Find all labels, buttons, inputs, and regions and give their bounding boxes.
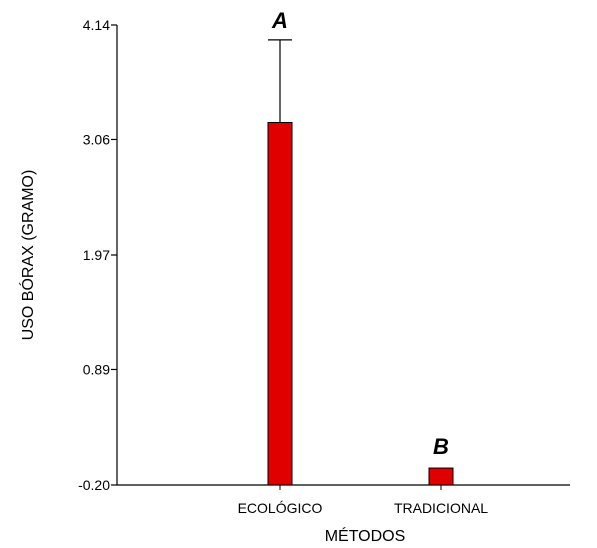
significance-letter: B — [433, 434, 449, 459]
bars — [267, 122, 454, 486]
error-bars — [268, 39, 292, 123]
y-tick-label: 3.06 — [83, 131, 110, 147]
y-axis-ticks: -0.20 0.89 1.97 3.06 4.14 — [78, 17, 117, 493]
bar-tradicional — [428, 467, 454, 486]
bar-ecológico — [267, 122, 293, 486]
x-axis-title: MÉTODOS — [325, 526, 406, 545]
significance-letters: AB — [271, 8, 449, 459]
x-tick-label: ECOLÓGICO — [238, 500, 323, 516]
axes — [116, 25, 570, 486]
y-tick-label: 1.97 — [83, 247, 110, 263]
y-tick-label: 4.14 — [83, 17, 110, 33]
x-axis-tick-labels: ECOLÓGICO TRADICIONAL — [238, 485, 488, 516]
significance-letter: A — [271, 8, 288, 33]
y-tick-label: -0.20 — [78, 477, 110, 493]
y-tick-label: 0.89 — [83, 361, 110, 377]
y-axis-title: USO BÓRAX (GRAMO) — [18, 170, 37, 341]
x-tick-label: TRADICIONAL — [394, 500, 488, 516]
